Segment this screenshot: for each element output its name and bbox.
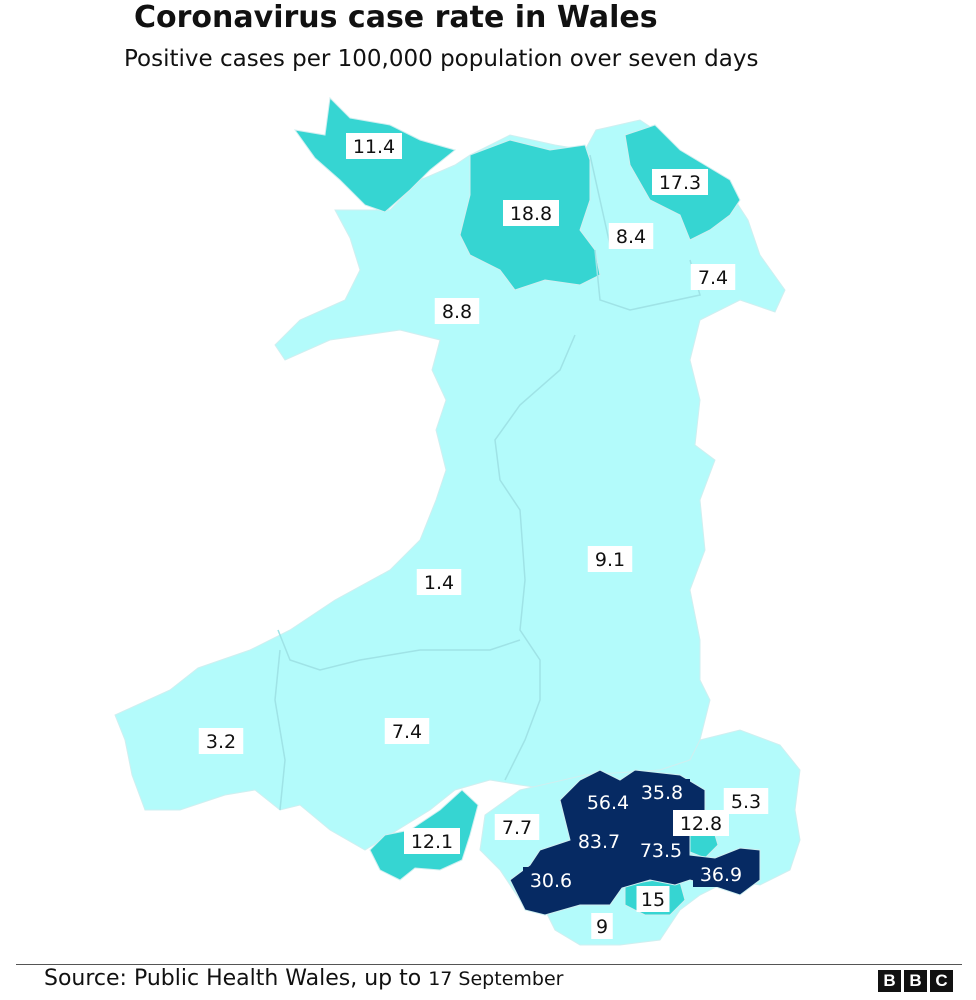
region-value: 73.5 <box>640 840 682 862</box>
region-value: 3.2 <box>206 731 236 753</box>
chart-subtitle: Positive cases per 100,000 population ov… <box>124 46 759 72</box>
region-value: 8.4 <box>616 226 646 248</box>
region-label-monmouthshire: 5.3 <box>723 788 769 814</box>
bbc-logo-letter: B <box>878 970 901 992</box>
region-label-cardiff: 15 <box>636 886 670 912</box>
region-value: 17.3 <box>659 172 701 194</box>
region-value: 7.7 <box>502 817 532 839</box>
region-value: 30.6 <box>530 870 572 892</box>
region-label-background <box>723 788 769 814</box>
region-label-background <box>636 886 670 912</box>
region-label-pembrokeshire: 3.2 <box>198 728 244 754</box>
region-label-background <box>523 867 579 893</box>
wales-map: 11.4 18.8 8.4 17.3 7.4 8.8 9.1 1.4 3.2 7.4 12.1 7.7… <box>114 96 801 946</box>
region-label-background <box>346 133 402 159</box>
region-label-swansea: 12.1 <box>404 828 460 854</box>
region-label-background <box>416 569 462 595</box>
region-value: 36.9 <box>700 864 742 886</box>
region-label-newport: 36.9 <box>693 861 749 887</box>
region-value: 35.8 <box>641 782 683 804</box>
region-label-background <box>571 828 627 854</box>
region-label-background <box>434 298 480 324</box>
region-label-background <box>673 810 729 836</box>
region-label-background <box>652 169 708 195</box>
bbc-logo-letter: C <box>930 970 953 992</box>
region-label-blaenau-gwent: 35.8 <box>634 779 690 805</box>
region-value: 7.4 <box>698 267 728 289</box>
region-label-merthyr-tydfil: 56.4 <box>580 789 636 815</box>
region-value: 56.4 <box>587 792 629 814</box>
region-value: 5.3 <box>731 791 761 813</box>
region-value: 12.1 <box>411 831 453 853</box>
region-value: 83.7 <box>578 831 620 853</box>
region-label-neath-port-talbot: 7.7 <box>494 814 540 840</box>
chart-title: Coronavirus case rate in Wales <box>134 0 658 35</box>
region-value: 12.8 <box>680 813 722 835</box>
region-value: 9.1 <box>595 549 625 571</box>
region-label-background <box>690 264 736 290</box>
source-date: 17 September <box>428 968 564 990</box>
region-label-background <box>587 546 633 572</box>
region-label-torfaen: 12.8 <box>673 810 729 836</box>
region-label-background <box>580 789 636 815</box>
region-label-carmarthenshire: 7.4 <box>384 718 430 744</box>
region-value: 15 <box>641 889 665 911</box>
region-label-gwynedd: 8.8 <box>434 298 480 324</box>
region-label-background <box>693 861 749 887</box>
region-label-rhondda-cynon-taf: 83.7 <box>571 828 627 854</box>
region-label-background <box>198 728 244 754</box>
region-value: 7.4 <box>392 721 422 743</box>
bbc-logo: B B C <box>878 970 953 992</box>
region-value: 18.8 <box>510 203 552 225</box>
region-label-background <box>384 718 430 744</box>
region-value: 9 <box>596 916 608 938</box>
region-label-bridgend: 30.6 <box>523 867 579 893</box>
region-label-anglesey: 11.4 <box>346 133 402 159</box>
region-label-background <box>494 814 540 840</box>
region-label-background <box>591 913 613 939</box>
boundary-lines <box>274 154 701 811</box>
region-label-background <box>634 779 690 805</box>
region-value: 11.4 <box>353 136 395 158</box>
source-prefix: Source: Public Health Wales, up to <box>44 966 422 991</box>
region-label-background <box>404 828 460 854</box>
footer-divider <box>16 964 962 965</box>
region-label-vale-of-glamorgan: 9 <box>591 913 613 939</box>
region-label-conwy: 18.8 <box>503 200 559 226</box>
region-label-background <box>633 837 689 863</box>
region-label-ceredigion: 1.4 <box>416 569 462 595</box>
region-value: 1.4 <box>424 572 454 594</box>
region-label-flintshire: 17.3 <box>652 169 708 195</box>
region-value: 8.8 <box>442 301 472 323</box>
region-label-denbighshire: 8.4 <box>608 223 654 249</box>
region-label-background <box>503 200 559 226</box>
region-label-background <box>608 223 654 249</box>
region-label-powys: 9.1 <box>587 546 633 572</box>
bbc-logo-letter: B <box>904 970 927 992</box>
source-note: Source: Public Health Wales, up to 17 Se… <box>44 966 563 991</box>
region-label-caerphilly: 73.5 <box>633 837 689 863</box>
region-label-wrexham: 7.4 <box>690 264 736 290</box>
